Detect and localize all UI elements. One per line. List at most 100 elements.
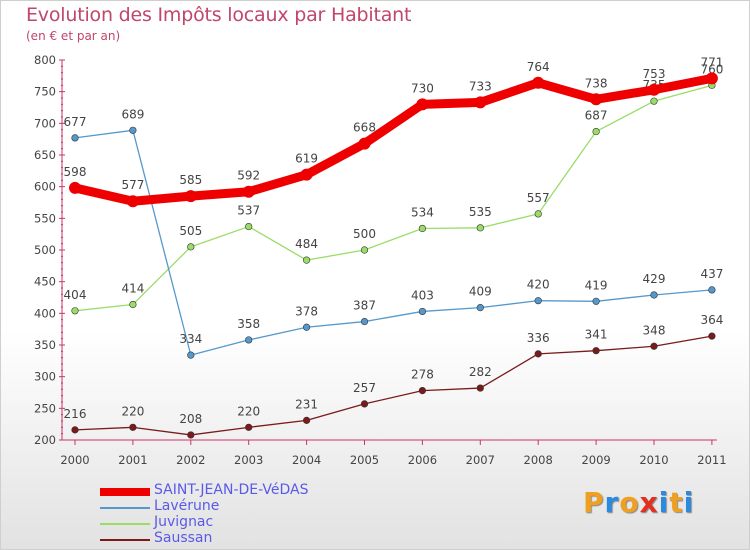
data-label: 677 — [64, 115, 87, 129]
data-label: 598 — [64, 165, 87, 179]
series-line — [74, 129, 713, 356]
data-point — [534, 350, 542, 358]
data-point — [476, 224, 484, 232]
data-label: 687 — [585, 109, 608, 123]
data-point — [245, 222, 253, 231]
data-point — [358, 137, 371, 150]
y-tick-label: 800 — [34, 53, 56, 67]
data-point — [71, 426, 79, 434]
data-label: 730 — [411, 81, 434, 95]
legend-label: SAINT-JEAN-DE-VéDAS — [154, 482, 309, 498]
data-label: 336 — [527, 331, 550, 345]
data-point — [650, 291, 658, 299]
data-point — [71, 307, 79, 315]
series-saussan: 216 220 208 220 231 257 278 282 336 341 348 364 — [64, 313, 723, 439]
data-label: 689 — [121, 107, 144, 121]
data-label: 534 — [411, 205, 434, 219]
data-label: 282 — [469, 365, 492, 379]
data-point — [360, 317, 369, 326]
data-label: 358 — [237, 317, 260, 331]
data-point — [69, 181, 81, 194]
data-point — [705, 72, 718, 85]
x-tick-label: 2003 — [234, 453, 263, 467]
data-point — [300, 168, 313, 181]
series-juvignac: 404414505537484500534535557687735760 — [64, 62, 723, 315]
y-tick-label: 350 — [34, 338, 56, 352]
series-line — [74, 84, 713, 312]
y-tick-label: 500 — [34, 243, 56, 257]
data-label: 278 — [411, 368, 434, 382]
data-label: 231 — [295, 397, 318, 411]
data-label: 414 — [121, 281, 144, 295]
x-tick-label: 2007 — [466, 453, 495, 467]
data-point — [242, 185, 255, 198]
series-line — [74, 335, 713, 436]
data-point — [187, 351, 195, 359]
y-tick-label: 200 — [34, 433, 56, 447]
chart-subtitle: (en € et par an) — [26, 29, 121, 43]
data-label: 738 — [585, 76, 608, 90]
data-label: 220 — [121, 404, 144, 418]
legend-label: Juvignac — [154, 514, 214, 530]
data-point — [71, 134, 79, 142]
data-label: 387 — [353, 299, 376, 313]
data-point — [187, 243, 195, 251]
data-label: 753 — [643, 67, 666, 81]
data-point — [126, 195, 139, 208]
data-point — [474, 96, 487, 109]
x-tick-label: 2005 — [350, 453, 379, 467]
legend-label: Saussan — [154, 530, 213, 546]
y-tick-label: 400 — [34, 306, 56, 320]
y-tick-label: 700 — [34, 116, 56, 130]
data-point — [418, 387, 427, 395]
data-point — [476, 304, 484, 312]
logo-letter: i — [683, 486, 695, 519]
data-point — [708, 332, 716, 340]
data-label: 409 — [469, 285, 492, 299]
data-point — [303, 323, 311, 331]
data-label: 378 — [295, 304, 318, 318]
data-point — [650, 97, 658, 105]
data-point — [303, 416, 311, 424]
data-label: 364 — [700, 313, 723, 327]
y-tick-label: 450 — [34, 275, 56, 289]
data-label: 257 — [353, 381, 376, 395]
data-point — [360, 400, 369, 408]
proxiti-logo: Proxiti — [583, 486, 694, 519]
data-label: 760 — [700, 62, 723, 76]
x-tick-label: 2001 — [118, 453, 147, 467]
data-point — [592, 127, 600, 136]
chart-title: Evolution des Impôts locaux par Habitant — [26, 4, 412, 26]
x-tick-label: 2006 — [408, 453, 437, 467]
data-label: 220 — [237, 404, 260, 418]
data-label: 535 — [469, 205, 492, 219]
data-label: 429 — [643, 272, 666, 286]
logo-letter: P — [583, 486, 605, 519]
legend-swatch — [100, 539, 150, 541]
data-point — [245, 336, 253, 344]
legend-label: Lavérune — [154, 498, 220, 514]
data-label: 764 — [527, 60, 550, 74]
legend-swatch — [100, 488, 150, 496]
data-point — [303, 256, 311, 264]
data-point — [129, 300, 137, 309]
x-tick-label: 2000 — [60, 453, 89, 467]
data-point — [708, 286, 716, 294]
legend-swatch — [100, 507, 150, 509]
logo-letter: t — [669, 486, 684, 519]
data-label: 500 — [353, 227, 376, 241]
data-label: 420 — [527, 278, 550, 292]
logo-letter: i — [658, 486, 670, 519]
data-point — [184, 190, 197, 203]
data-label: 419 — [585, 278, 608, 292]
data-point — [129, 423, 137, 431]
data-label: 537 — [237, 204, 260, 218]
logo-letter: x — [639, 486, 659, 519]
data-point — [360, 246, 369, 254]
data-label: 208 — [179, 412, 202, 426]
data-point — [416, 98, 429, 111]
y-tick-label: 750 — [34, 85, 56, 99]
series-lav-rune: 677 689 334 358 378 387 403 409 420 419 429 437 — [64, 107, 723, 359]
data-point — [590, 93, 603, 106]
